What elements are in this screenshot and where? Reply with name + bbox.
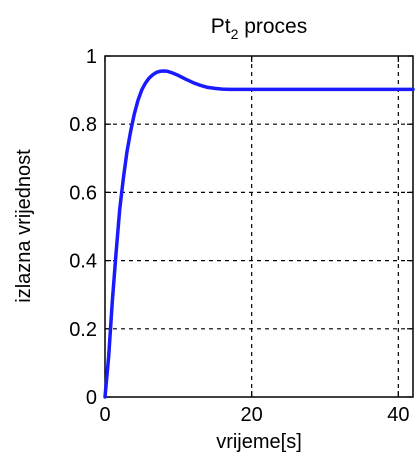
y-tick-label: 1 xyxy=(86,46,97,68)
y-tick-label: 0.2 xyxy=(69,319,97,341)
x-tick-label: 0 xyxy=(99,404,110,426)
y-tick-label: 0 xyxy=(86,387,97,409)
y-axis-label: izlazna vrijednost xyxy=(13,149,35,303)
chart-title-suffix: proces xyxy=(238,15,307,38)
series-layer xyxy=(103,69,415,399)
y-tick-label: 0.8 xyxy=(69,114,97,136)
plot-frame xyxy=(104,55,414,398)
tick-labels: 0 20 40 0 0.2 0.4 0.6 0.8 1 xyxy=(69,46,409,426)
grid-lines xyxy=(105,56,413,397)
x-axis-label: vrijeme[s] xyxy=(216,431,302,453)
x-tick-label: 20 xyxy=(241,404,263,426)
tick-marks xyxy=(104,55,413,398)
y-tick-label: 0.4 xyxy=(69,251,97,273)
chart-title-subscript: 2 xyxy=(231,26,239,42)
series-line xyxy=(103,69,415,399)
chart-title-main: Pt xyxy=(211,15,231,38)
x-tick-label: 40 xyxy=(387,404,409,426)
y-tick-label: 0.6 xyxy=(69,182,97,204)
chart-title: Pt2 proces xyxy=(211,15,308,42)
